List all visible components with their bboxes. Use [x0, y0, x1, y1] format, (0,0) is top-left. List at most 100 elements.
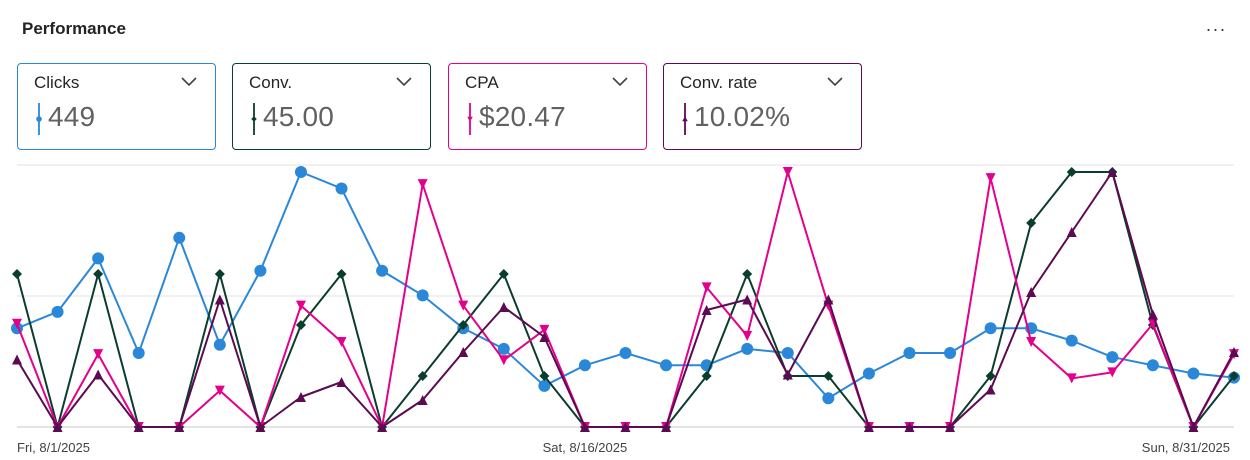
- data-point: [1107, 367, 1118, 378]
- data-point: [1106, 351, 1119, 364]
- data-point: [214, 385, 225, 396]
- series-cpa: [12, 167, 1239, 432]
- data-point: [1066, 167, 1077, 177]
- data-point: [904, 422, 915, 432]
- metric-card-label: Conv. rate: [680, 73, 758, 92]
- more-options-button[interactable]: ···: [1205, 19, 1227, 39]
- data-point: [1229, 371, 1239, 381]
- data-point: [92, 252, 105, 265]
- data-point: [904, 422, 915, 432]
- chevron-down-icon[interactable]: [826, 76, 844, 88]
- data-point: [945, 422, 956, 432]
- data-point: [944, 346, 957, 359]
- data-point: [417, 179, 428, 190]
- data-point: [295, 320, 306, 330]
- data-point: [661, 422, 672, 432]
- chevron-down-icon[interactable]: [180, 76, 198, 88]
- data-point: [781, 346, 794, 359]
- data-point: [51, 305, 64, 318]
- data-point: [133, 422, 144, 432]
- data-point: [620, 422, 631, 432]
- data-point: [1107, 167, 1118, 177]
- data-point: [579, 422, 590, 432]
- data-point: [782, 369, 793, 380]
- data-point: [985, 384, 996, 395]
- data-point: [1229, 349, 1239, 360]
- metric-card-convrate[interactable]: Conv. rate 10.02%: [663, 63, 862, 150]
- series-clicks: [11, 166, 1240, 405]
- series-line: [16, 171, 1235, 428]
- series-legend-icon: [467, 103, 473, 135]
- data-point: [416, 289, 429, 302]
- data-point: [295, 392, 306, 402]
- data-point: [377, 422, 388, 432]
- series-legend-icon: [251, 103, 257, 135]
- data-point: [1066, 227, 1077, 237]
- data-point: [12, 354, 22, 365]
- data-point: [294, 166, 307, 178]
- data-point: [376, 264, 389, 277]
- data-point: [863, 422, 874, 432]
- data-point: [52, 422, 63, 432]
- metric-card-label: Conv.: [249, 73, 293, 92]
- data-point: [497, 342, 510, 355]
- data-point: [1065, 334, 1078, 347]
- data-point: [213, 338, 226, 351]
- data-point: [661, 422, 672, 432]
- data-point: [539, 324, 550, 335]
- data-point: [903, 346, 916, 359]
- data-point: [255, 422, 266, 432]
- metric-card-value: 45.00: [263, 101, 335, 132]
- x-tick-label: Sat, 8/16/2025: [543, 440, 628, 455]
- panel-title: Performance: [22, 19, 126, 38]
- metric-card-label: CPA: [465, 73, 499, 92]
- data-point: [742, 294, 753, 305]
- chevron-down-icon[interactable]: [395, 76, 413, 88]
- data-point: [741, 342, 754, 355]
- metric-card-value: $20.47: [479, 101, 566, 132]
- data-point: [984, 322, 997, 335]
- data-point: [93, 349, 104, 360]
- data-point: [255, 422, 266, 432]
- data-point: [417, 395, 428, 405]
- metric-card-value: 10.02%: [694, 101, 791, 132]
- data-point: [12, 318, 22, 329]
- data-point: [458, 300, 469, 311]
- data-point: [701, 282, 712, 293]
- data-point: [579, 422, 590, 432]
- data-point: [1066, 373, 1077, 384]
- data-point: [12, 269, 22, 279]
- data-point: [823, 300, 834, 311]
- data-point: [336, 269, 347, 279]
- data-point: [458, 347, 469, 357]
- metric-card-clicks[interactable]: Clicks 449: [17, 63, 216, 150]
- data-point: [1026, 287, 1037, 297]
- data-point: [498, 355, 509, 366]
- series-legend-icon: [682, 103, 688, 135]
- data-point: [1026, 337, 1037, 347]
- chevron-down-icon[interactable]: [611, 76, 629, 88]
- data-point: [214, 269, 225, 279]
- data-point: [1229, 347, 1239, 357]
- data-point: [1188, 422, 1199, 432]
- data-point: [52, 422, 63, 432]
- metric-card-value: 449: [48, 101, 96, 132]
- series-legend-icon: [36, 103, 42, 135]
- data-point: [336, 337, 347, 347]
- data-point: [1025, 322, 1038, 335]
- metric-card-cpa[interactable]: CPA $20.47: [448, 63, 647, 150]
- data-point: [579, 422, 590, 432]
- data-point: [1187, 367, 1200, 380]
- metric-card-conv[interactable]: Conv. 45.00: [232, 63, 431, 150]
- data-point: [133, 422, 144, 432]
- data-point: [700, 359, 713, 372]
- data-point: [214, 294, 225, 305]
- data-point: [1147, 318, 1158, 329]
- data-point: [701, 371, 712, 381]
- data-point: [862, 367, 875, 380]
- data-point: [539, 371, 550, 381]
- data-point: [904, 422, 915, 432]
- data-point: [742, 330, 753, 341]
- data-point: [93, 269, 104, 279]
- data-point: [377, 422, 388, 432]
